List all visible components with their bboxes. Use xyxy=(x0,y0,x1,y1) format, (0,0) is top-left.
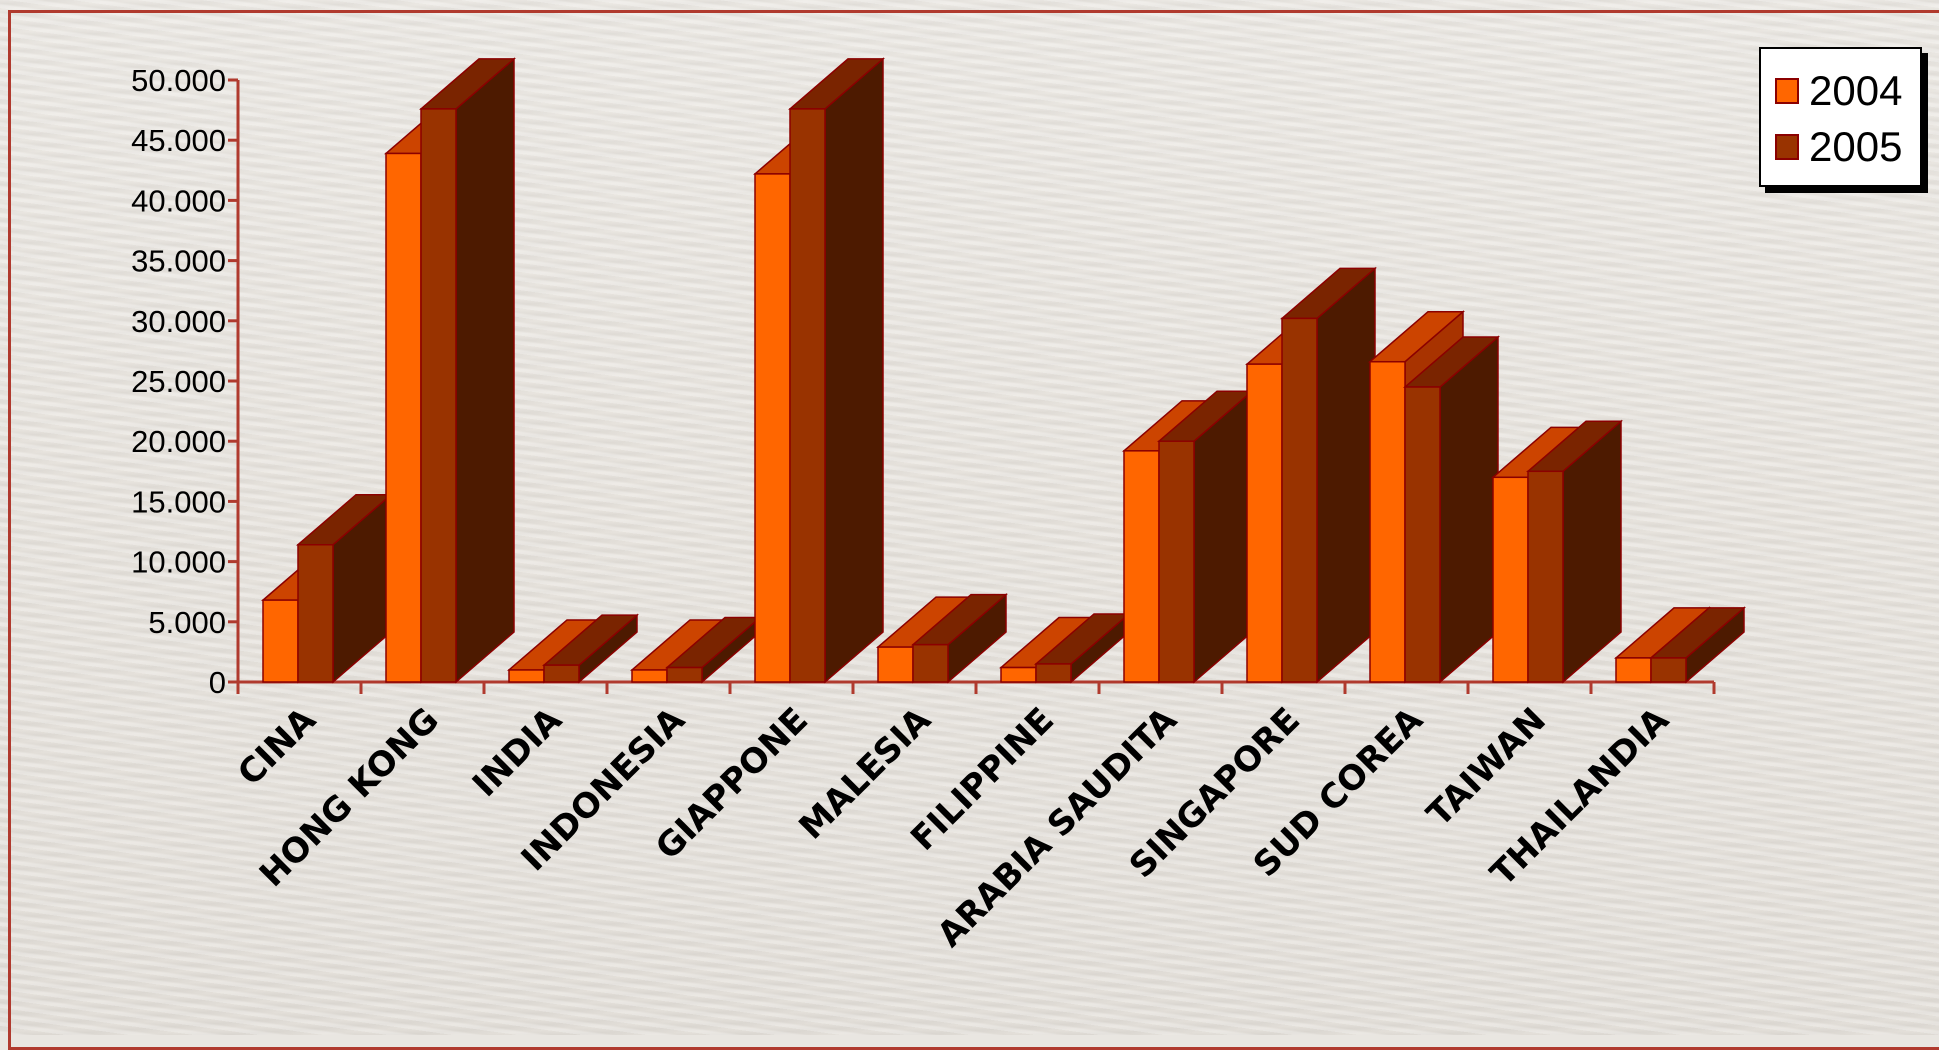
bar-side xyxy=(1193,389,1253,684)
bar-side xyxy=(1439,335,1499,684)
bar-front xyxy=(631,669,668,683)
x-category-label: INDIA xyxy=(465,700,570,805)
y-tick-label: 45.000 xyxy=(131,123,226,158)
bar-front xyxy=(1123,450,1160,683)
y-tick-label: 20.000 xyxy=(131,424,226,459)
x-category-label: ARABIA SAUDITA xyxy=(930,700,1185,955)
bar-2005 xyxy=(787,57,886,684)
y-tick-label: 30.000 xyxy=(131,304,226,339)
bar-front xyxy=(1000,666,1037,683)
legend-item-2004: 2004 xyxy=(1775,67,1903,114)
bar-front xyxy=(1492,476,1529,683)
bar-2005 xyxy=(541,613,640,684)
bar-front xyxy=(1369,360,1406,683)
bar-front xyxy=(262,599,299,683)
bar-front xyxy=(1404,386,1441,683)
y-tick-label: 15.000 xyxy=(131,484,226,519)
bar-front xyxy=(297,543,334,683)
bar-2005 xyxy=(1402,335,1501,684)
bar-front xyxy=(789,108,826,683)
legend-label-2004: 2004 xyxy=(1809,67,1903,114)
y-tick-label: 25.000 xyxy=(131,364,226,399)
bar-front xyxy=(543,664,580,683)
bar-front xyxy=(1281,317,1318,683)
bar-front xyxy=(385,152,422,683)
bar-front xyxy=(912,643,949,683)
bar-front xyxy=(754,173,791,683)
y-tick-label: 10.000 xyxy=(131,545,226,580)
bar-front xyxy=(666,666,703,683)
bar-2005 xyxy=(664,615,763,684)
legend-swatch-2005 xyxy=(1775,134,1799,160)
legend-swatch-2004 xyxy=(1775,78,1799,104)
bar-front xyxy=(1246,363,1283,683)
bar-front xyxy=(508,669,545,683)
x-category-label: CINA xyxy=(230,700,324,794)
chart-legend: 2004 2005 xyxy=(1759,47,1922,187)
bar-2005 xyxy=(1279,266,1378,684)
bar-side xyxy=(824,57,884,684)
bar-2005 xyxy=(1525,419,1624,684)
legend-label-2005: 2005 xyxy=(1809,123,1903,170)
bar-side xyxy=(1316,266,1376,684)
bar-front xyxy=(1158,440,1195,683)
legend-item-2005: 2005 xyxy=(1775,123,1903,170)
bar-2005 xyxy=(1156,389,1255,684)
bar-side xyxy=(455,57,515,684)
bar-front xyxy=(1650,657,1687,683)
bar-2005 xyxy=(1648,606,1747,684)
bar-front xyxy=(1035,663,1072,683)
y-tick-label: 0 xyxy=(209,665,226,700)
bar-2005 xyxy=(418,57,517,684)
y-tick-label: 5.000 xyxy=(148,605,226,640)
bar-2005 xyxy=(910,593,1009,684)
y-tick-label: 40.000 xyxy=(131,183,226,218)
y-tick-label: 35.000 xyxy=(131,244,226,279)
y-tick-label: 50.000 xyxy=(131,63,226,98)
bar-front xyxy=(1615,657,1652,683)
bar-front xyxy=(877,646,914,683)
bar-2005 xyxy=(295,493,394,684)
bar-front xyxy=(420,108,457,683)
bar-front xyxy=(1527,470,1564,683)
